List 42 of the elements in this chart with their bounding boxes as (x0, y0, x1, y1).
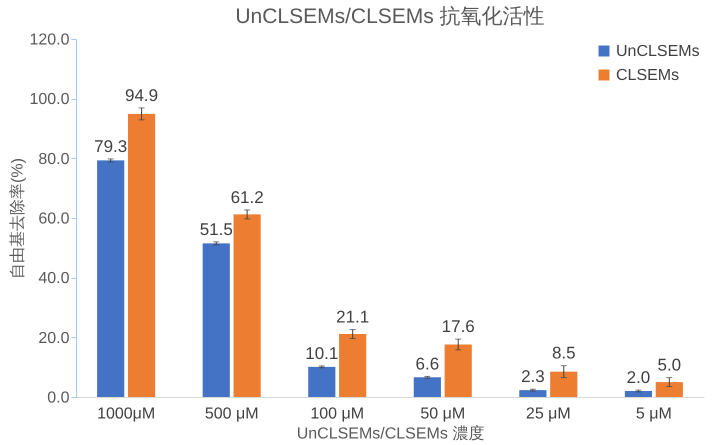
x-tick-label: 50 μM (420, 406, 466, 422)
y-axis-title: 自由基去除率(%) (8, 158, 26, 279)
bar (339, 334, 366, 397)
data-label: 79.3 (94, 136, 128, 156)
data-label: 5.0 (657, 356, 682, 375)
x-tick-label: 5 μM (636, 406, 672, 422)
x-tick-label: 25 μM (526, 406, 571, 422)
bar (234, 214, 261, 397)
x-axis-title: UnCLSEMs/CLSEMs 濃度 (296, 424, 484, 442)
bar (550, 372, 578, 397)
data-label: 51.5 (200, 220, 233, 239)
x-tick-label: 500 μM (204, 406, 259, 422)
x-tick-label: 100 μM (310, 406, 364, 422)
y-tick-label: 120.0 (29, 32, 70, 48)
bar (656, 382, 683, 397)
bar (414, 377, 441, 397)
data-label: 8.5 (552, 344, 576, 363)
data-label: 6.6 (416, 354, 440, 374)
bar (444, 344, 472, 397)
bar (202, 243, 230, 397)
bar (624, 391, 652, 397)
x-tick-label: 1000μM (97, 406, 156, 422)
data-label: 61.2 (230, 188, 264, 207)
y-tick-label: 40.0 (38, 270, 70, 288)
bar (128, 114, 156, 397)
bar (308, 366, 336, 397)
data-label: 10.1 (305, 344, 338, 363)
data-label: 94.9 (125, 86, 158, 105)
chart-title: UnCLSEMs/CLSEMs 抗氧化活性 (235, 5, 545, 28)
data-label: 17.6 (442, 317, 475, 336)
data-label: 2.3 (521, 367, 545, 386)
y-tick-label: 0.0 (47, 390, 70, 406)
legend-label: UnCLSEMs (616, 43, 700, 60)
bar (519, 390, 546, 397)
y-tick-label: 60.0 (38, 210, 70, 228)
y-tick-label: 100.0 (29, 91, 70, 108)
y-tick-label: 80.0 (38, 150, 70, 168)
legend-label: CLSEMs (616, 67, 680, 84)
bar (97, 160, 124, 397)
data-label: 2.0 (626, 368, 650, 388)
data-label: 21.1 (336, 308, 370, 327)
y-tick-label: 20.0 (38, 330, 70, 347)
